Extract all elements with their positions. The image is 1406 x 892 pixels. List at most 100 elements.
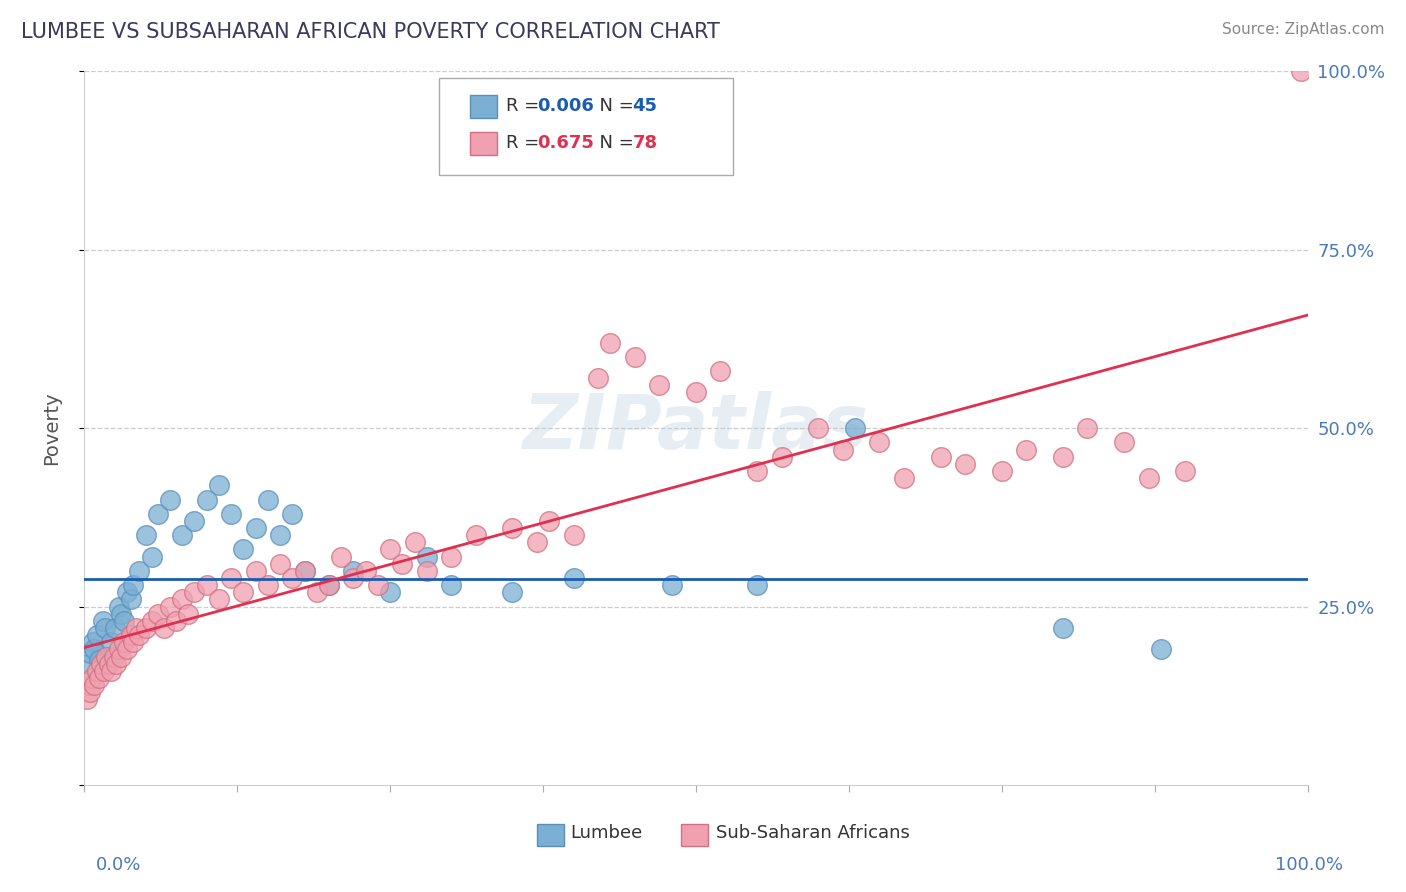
Point (281, 571, 304, 585)
Point (107, 599, 129, 614)
Point (86, 628, 108, 642)
Point (219, 571, 242, 585)
Point (128, 564, 150, 578)
Bar (682, 824, 709, 846)
FancyBboxPatch shape (439, 78, 733, 175)
Point (110, 607, 132, 621)
Point (86, 664, 108, 678)
Point (135, 621, 157, 635)
Point (440, 578, 463, 592)
Point (1137, 471, 1160, 485)
Text: N =: N = (588, 135, 640, 153)
Point (294, 564, 316, 578)
Point (83, 678, 105, 692)
Point (269, 557, 291, 571)
Point (94, 621, 117, 635)
Text: LUMBEE VS SUBSAHARAN AFRICAN POVERTY CORRELATION CHART: LUMBEE VS SUBSAHARAN AFRICAN POVERTY COR… (21, 22, 720, 42)
Point (245, 521, 267, 535)
Point (183, 585, 205, 599)
Text: ZIPatlas: ZIPatlas (523, 392, 869, 465)
Point (281, 507, 304, 521)
Point (195, 492, 218, 507)
Point (1150, 642, 1173, 657)
Point (367, 578, 389, 592)
Point (562, 528, 585, 542)
Point (91, 614, 114, 628)
Point (464, 528, 486, 542)
Point (330, 549, 353, 564)
Point (141, 549, 163, 564)
Point (80, 671, 103, 685)
Point (526, 535, 548, 549)
Point (929, 450, 952, 464)
Bar (470, 95, 496, 118)
Point (709, 364, 731, 378)
Point (112, 614, 135, 628)
Point (103, 649, 125, 664)
Point (112, 635, 135, 649)
Point (416, 564, 439, 578)
Point (177, 607, 200, 621)
Point (354, 564, 377, 578)
Point (107, 642, 129, 657)
Point (110, 649, 132, 664)
Point (195, 578, 218, 592)
Point (747, 578, 769, 592)
Point (82, 635, 104, 649)
Point (294, 564, 316, 578)
Point (648, 378, 671, 392)
Text: 45: 45 (633, 97, 658, 115)
Point (153, 621, 176, 635)
Text: 0.006: 0.006 (537, 97, 593, 115)
Point (599, 335, 621, 350)
Point (115, 585, 138, 599)
Point (1052, 621, 1074, 635)
Point (1174, 464, 1197, 478)
Point (77, 678, 100, 692)
Text: 78: 78 (633, 135, 658, 153)
Point (128, 628, 150, 642)
Point (1015, 442, 1038, 457)
Point (318, 578, 340, 592)
Point (318, 578, 340, 592)
Point (624, 350, 647, 364)
Text: R =: R = (506, 135, 546, 153)
Text: 0.0%: 0.0% (96, 856, 141, 874)
Point (97, 649, 120, 664)
Point (219, 507, 242, 521)
Y-axis label: Poverty: Poverty (42, 392, 60, 465)
Point (1114, 435, 1136, 450)
Point (380, 542, 402, 557)
Point (159, 599, 181, 614)
Point (146, 507, 169, 521)
Point (87, 671, 110, 685)
Point (502, 585, 524, 599)
Point (232, 585, 254, 599)
Point (807, 421, 830, 435)
Point (245, 564, 267, 578)
Point (770, 450, 793, 464)
Point (105, 657, 128, 671)
Point (122, 635, 145, 649)
Point (538, 514, 561, 528)
Point (269, 528, 291, 542)
Point (685, 385, 707, 400)
Point (1052, 450, 1074, 464)
Point (404, 535, 426, 549)
Point (562, 571, 585, 585)
Text: R =: R = (506, 97, 546, 115)
Point (257, 492, 280, 507)
Text: N =: N = (588, 97, 640, 115)
Bar (537, 824, 564, 846)
Point (416, 549, 439, 564)
Point (844, 421, 866, 435)
Text: 0.675: 0.675 (537, 135, 593, 153)
Point (83, 642, 105, 657)
Point (991, 464, 1014, 478)
Text: 100.0%: 100.0% (1275, 856, 1343, 874)
Bar (470, 132, 496, 155)
Point (502, 521, 524, 535)
Point (115, 642, 138, 657)
Point (305, 585, 328, 599)
Point (93, 664, 115, 678)
